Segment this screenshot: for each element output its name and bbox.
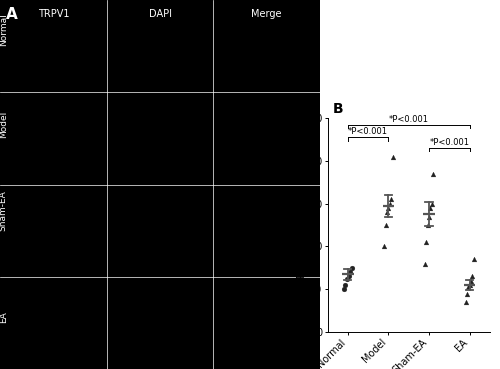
Text: EA: EA	[0, 311, 8, 323]
Text: B: B	[332, 102, 343, 116]
Text: TRPV1: TRPV1	[38, 9, 69, 19]
Text: Normal: Normal	[0, 13, 8, 46]
Text: DAPI: DAPI	[148, 9, 172, 19]
Text: A: A	[6, 7, 18, 23]
Text: *P<0.001: *P<0.001	[430, 138, 470, 147]
Text: *P<0.001: *P<0.001	[389, 115, 429, 124]
Y-axis label: TRPV1 positive area (%): TRPV1 positive area (%)	[298, 166, 308, 284]
Text: *P<0.001: *P<0.001	[348, 127, 388, 137]
Text: Model: Model	[0, 111, 8, 138]
Text: Merge: Merge	[252, 9, 282, 19]
Text: Sham-EA: Sham-EA	[0, 190, 8, 231]
